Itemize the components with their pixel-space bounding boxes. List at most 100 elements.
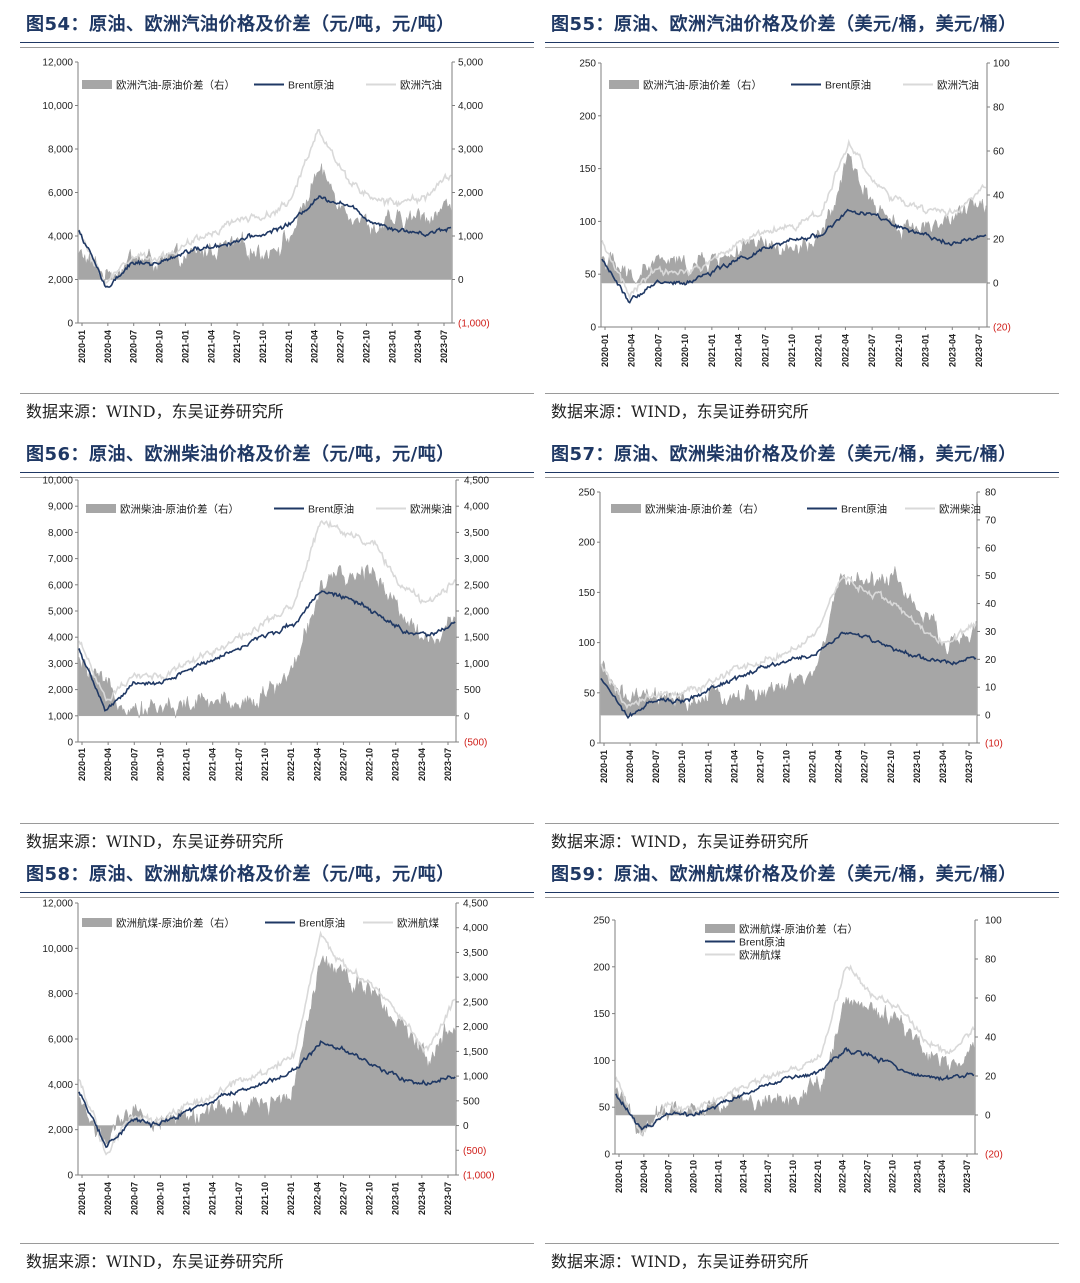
right-tick-label: 2,000 — [464, 607, 489, 618]
x-tick-label: 2020-07 — [129, 330, 139, 363]
x-tick-label: 2020-10 — [155, 748, 165, 781]
chart-57: 0 50 100 150 200 250 (10) 0 10 20 30 40 50 60 70 80 2020… — [578, 488, 1002, 784]
x-tick-label: 2023-04 — [417, 1182, 427, 1215]
brent-price-series — [78, 590, 456, 712]
right-tick-label: 70 — [985, 515, 997, 526]
x-tick-label: 2021-04 — [208, 1182, 218, 1215]
x-tick-label: 2021-01 — [707, 334, 717, 367]
x-tick-label: 2023-07 — [974, 334, 984, 367]
x-tick-label: 2020-07 — [664, 1160, 674, 1193]
legend-label: 欧洲柴油-原油价差（右） — [645, 503, 764, 516]
right-tick-label: 0 — [464, 711, 470, 722]
x-tick-label: 2021-10 — [260, 748, 270, 781]
brent-price-series — [600, 631, 977, 720]
right-tick-label: 100 — [993, 59, 1010, 70]
right-tick-label: 3,500 — [463, 948, 488, 959]
right-tick-label: 3,000 — [458, 145, 483, 156]
x-tick-label: 2021-01 — [182, 1182, 192, 1215]
right-tick-label: 4,000 — [463, 923, 488, 934]
left-tick-label: 0 — [604, 1150, 610, 1161]
right-tick-label: 3,500 — [464, 528, 489, 539]
x-tick-label: 2023-04 — [937, 1160, 947, 1193]
legend-label: Brent原油 — [739, 936, 785, 949]
x-tick-label: 2022-01 — [284, 330, 294, 363]
title-rule — [545, 892, 1059, 893]
legend-label: Brent原油 — [308, 503, 354, 516]
right-tick-label: 2,500 — [463, 997, 488, 1008]
x-tick-label: 2021-04 — [206, 330, 216, 363]
left-tick-label: 100 — [579, 217, 596, 228]
right-tick-label: (1,000) — [458, 319, 490, 330]
chart-legend: 欧洲柴油-原油价差（右） Brent原油 欧洲柴油 — [86, 503, 452, 516]
left-tick-label: 5,000 — [48, 607, 73, 618]
right-tick-label: 0 — [463, 1121, 469, 1132]
left-tick-label: 6,000 — [48, 580, 73, 591]
right-tick-label: 2,500 — [464, 580, 489, 591]
chart-legend: 欧洲柴油-原油价差（右） Brent原油 欧洲柴油 — [611, 503, 981, 516]
right-tick-label: 500 — [463, 1096, 480, 1107]
right-tick-label: 40 — [993, 191, 1005, 202]
figure-panel-54: 图54：原油、欧洲汽油价格及价差（元/吨，元/吨） 0 2,000 4,000 6,0… — [20, 0, 534, 421]
x-tick-label: 2022-01 — [808, 750, 818, 783]
x-tick-label: 2020-04 — [103, 330, 113, 363]
left-tick-label: 250 — [579, 59, 596, 70]
right-tick-label: 4,500 — [463, 899, 488, 910]
chart-54: 0 2,000 4,000 6,000 8,000 10,000 12,000 (1,000)… — [42, 58, 490, 364]
left-tick-label: 4,000 — [48, 633, 73, 644]
spread-area-series — [78, 163, 452, 286]
brent-price-series — [615, 1046, 975, 1131]
x-tick-label: 2020-01 — [614, 1160, 624, 1193]
right-tick-label: 500 — [464, 685, 481, 696]
x-tick-label: 2023-01 — [391, 748, 401, 781]
right-tick-label: 80 — [993, 103, 1005, 114]
legend-label: 欧洲柴油-原油价差（右） — [120, 503, 239, 516]
figure-source: 数据来源：WIND，东吴证券研究所 — [26, 1252, 284, 1271]
right-tick-label: (500) — [463, 1146, 486, 1157]
title-rule — [20, 472, 534, 473]
right-tick-label: 4,000 — [464, 502, 489, 513]
x-tick-label: 2022-10 — [887, 1160, 897, 1193]
right-tick-label: (1,000) — [463, 1171, 495, 1182]
product-price-series — [601, 138, 987, 301]
x-tick-label: 2021-07 — [760, 334, 770, 367]
x-tick-label: 2020-01 — [77, 748, 87, 781]
left-tick-label: 150 — [593, 1009, 610, 1020]
left-tick-label: 4,000 — [48, 1080, 73, 1091]
x-tick-label: 2023-01 — [921, 334, 931, 367]
product-price-series — [78, 129, 452, 288]
x-tick-label: 2023-07 — [964, 750, 974, 783]
left-tick-label: 8,000 — [48, 145, 73, 156]
x-tick-label: 2020-01 — [600, 334, 610, 367]
x-tick-label: 2022-01 — [814, 334, 824, 367]
product-price-series — [78, 519, 456, 702]
right-tick-label: 3,000 — [464, 554, 489, 565]
left-tick-label: 250 — [593, 916, 610, 927]
legend-label: 欧洲汽油 — [937, 79, 979, 92]
left-tick-label: 8,000 — [48, 989, 73, 1000]
right-tick-label: (500) — [464, 738, 487, 749]
x-tick-label: 2022-01 — [286, 748, 296, 781]
x-tick-label: 2022-07 — [336, 330, 346, 363]
product-price-series — [600, 575, 977, 710]
chart-legend: 欧洲汽油-原油价差（右） Brent原油 欧洲汽油 — [82, 79, 442, 92]
legend-label: 欧洲汽油-原油价差（右） — [643, 79, 762, 92]
right-tick-label: 100 — [985, 916, 1002, 927]
x-tick-label: 2020-07 — [129, 748, 139, 781]
x-tick-label: 2020-07 — [651, 750, 661, 783]
right-tick-label: 10 — [985, 683, 997, 694]
x-tick-label: 2021-01 — [180, 330, 190, 363]
right-tick-label: 2,000 — [463, 1022, 488, 1033]
figure-panel-55: 图55：原油、欧洲汽油价格及价差（美元/桶，美元/桶） 0 50 100 150 200… — [545, 0, 1059, 421]
right-tick-label: 1,500 — [464, 633, 489, 644]
left-tick-label: 100 — [593, 1056, 610, 1067]
legend-label: Brent原油 — [825, 79, 871, 92]
left-tick-label: 7,000 — [48, 554, 73, 565]
left-tick-label: 150 — [578, 588, 595, 599]
title-rule — [20, 892, 534, 893]
chart-legend: 欧洲汽油-原油价差（右） Brent原油 欧洲汽油 — [609, 79, 979, 92]
left-tick-label: 50 — [584, 688, 596, 699]
right-tick-label: 3,000 — [463, 973, 488, 984]
x-tick-label: 2021-07 — [763, 1160, 773, 1193]
x-tick-label: 2021-04 — [729, 750, 739, 783]
left-tick-label: 0 — [67, 738, 73, 749]
